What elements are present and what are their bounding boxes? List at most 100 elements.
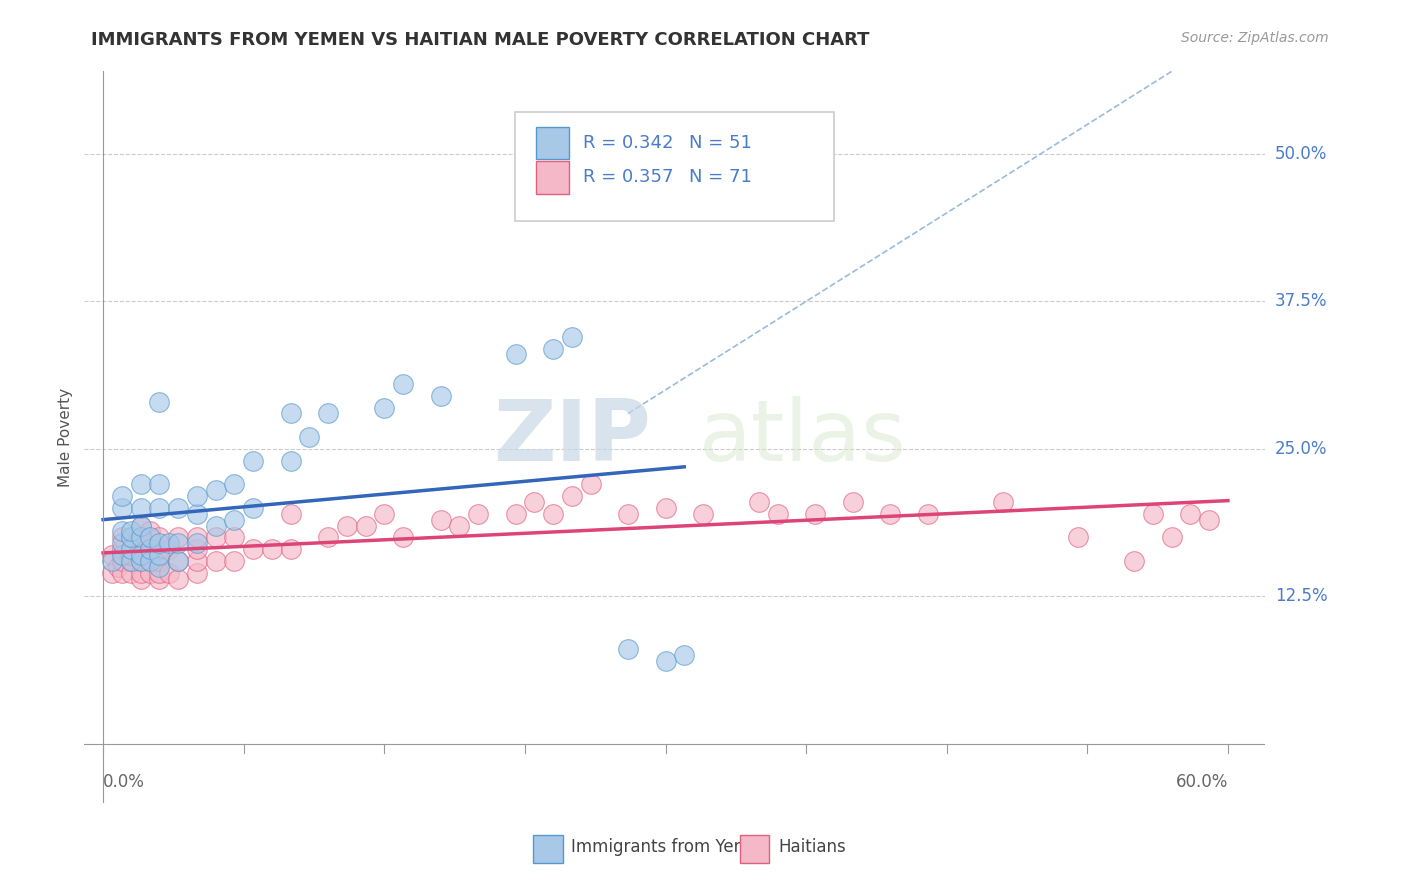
Point bbox=[766, 507, 789, 521]
Point bbox=[467, 507, 489, 521]
Point bbox=[280, 453, 302, 467]
Text: Immigrants from Yemen: Immigrants from Yemen bbox=[571, 838, 770, 855]
Point bbox=[111, 524, 134, 539]
FancyBboxPatch shape bbox=[516, 112, 834, 221]
Point bbox=[204, 554, 226, 568]
Point bbox=[129, 518, 152, 533]
Point bbox=[280, 542, 302, 557]
Point bbox=[204, 483, 226, 498]
Point bbox=[748, 495, 770, 509]
Point bbox=[991, 495, 1014, 509]
Point bbox=[129, 518, 152, 533]
Text: Haitians: Haitians bbox=[779, 838, 846, 855]
Point bbox=[654, 500, 676, 515]
Point bbox=[505, 507, 527, 521]
Point bbox=[120, 542, 142, 557]
Point bbox=[167, 572, 190, 586]
Point bbox=[186, 507, 208, 521]
Point bbox=[1142, 507, 1164, 521]
Point bbox=[148, 542, 170, 557]
Point bbox=[1123, 554, 1146, 568]
Point bbox=[917, 507, 939, 521]
Point bbox=[167, 500, 190, 515]
Point bbox=[429, 389, 451, 403]
Point bbox=[101, 548, 124, 562]
Point bbox=[111, 489, 134, 503]
Point bbox=[167, 554, 190, 568]
Text: IMMIGRANTS FROM YEMEN VS HAITIAN MALE POVERTY CORRELATION CHART: IMMIGRANTS FROM YEMEN VS HAITIAN MALE PO… bbox=[91, 31, 870, 49]
Text: Source: ZipAtlas.com: Source: ZipAtlas.com bbox=[1181, 31, 1329, 45]
Point bbox=[336, 518, 359, 533]
Text: R = 0.357: R = 0.357 bbox=[582, 169, 673, 186]
Point bbox=[129, 530, 152, 544]
Point bbox=[129, 554, 152, 568]
Point bbox=[111, 548, 134, 562]
Point bbox=[129, 554, 152, 568]
Point bbox=[129, 477, 152, 491]
Point bbox=[561, 330, 583, 344]
Point bbox=[139, 530, 162, 544]
Point bbox=[129, 530, 152, 544]
Point bbox=[120, 524, 142, 539]
Point bbox=[842, 495, 865, 509]
Point bbox=[879, 507, 901, 521]
Point bbox=[1198, 513, 1220, 527]
Point bbox=[186, 554, 208, 568]
Point bbox=[129, 548, 152, 562]
Point bbox=[579, 477, 602, 491]
Point bbox=[316, 530, 339, 544]
Text: N = 51: N = 51 bbox=[689, 134, 752, 152]
Point bbox=[157, 542, 180, 557]
Point bbox=[280, 507, 302, 521]
Text: atlas: atlas bbox=[699, 395, 907, 479]
Text: 60.0%: 60.0% bbox=[1175, 773, 1227, 791]
Point bbox=[224, 477, 246, 491]
Text: ZIP: ZIP bbox=[494, 395, 651, 479]
Point bbox=[224, 554, 246, 568]
Point bbox=[186, 489, 208, 503]
FancyBboxPatch shape bbox=[536, 161, 568, 194]
Point bbox=[804, 507, 827, 521]
Point bbox=[1180, 507, 1202, 521]
Point bbox=[129, 572, 152, 586]
Point bbox=[148, 477, 170, 491]
Point bbox=[429, 513, 451, 527]
Point bbox=[617, 507, 640, 521]
Point bbox=[260, 542, 283, 557]
Point bbox=[139, 554, 162, 568]
Point bbox=[316, 407, 339, 421]
Point bbox=[101, 566, 124, 580]
Point bbox=[139, 542, 162, 557]
FancyBboxPatch shape bbox=[740, 835, 769, 863]
Text: 0.0%: 0.0% bbox=[103, 773, 145, 791]
Point bbox=[186, 566, 208, 580]
Point bbox=[373, 507, 395, 521]
Point bbox=[148, 500, 170, 515]
Point bbox=[186, 530, 208, 544]
Text: 25.0%: 25.0% bbox=[1275, 440, 1327, 458]
Point bbox=[148, 566, 170, 580]
Point bbox=[561, 489, 583, 503]
Point bbox=[392, 376, 415, 391]
Point bbox=[111, 530, 134, 544]
Point bbox=[186, 542, 208, 557]
Point bbox=[224, 513, 246, 527]
Point bbox=[280, 407, 302, 421]
Text: 37.5%: 37.5% bbox=[1275, 293, 1327, 310]
Point bbox=[157, 536, 180, 550]
Point bbox=[120, 554, 142, 568]
Point bbox=[1067, 530, 1090, 544]
Point bbox=[120, 530, 142, 544]
Point bbox=[129, 500, 152, 515]
Point bbox=[654, 654, 676, 668]
Point bbox=[148, 536, 170, 550]
Point bbox=[505, 347, 527, 361]
Point bbox=[204, 518, 226, 533]
FancyBboxPatch shape bbox=[533, 835, 562, 863]
Point bbox=[449, 518, 471, 533]
Point bbox=[242, 542, 264, 557]
Point bbox=[111, 542, 134, 557]
Point bbox=[242, 453, 264, 467]
Point bbox=[242, 500, 264, 515]
Point bbox=[101, 554, 124, 568]
